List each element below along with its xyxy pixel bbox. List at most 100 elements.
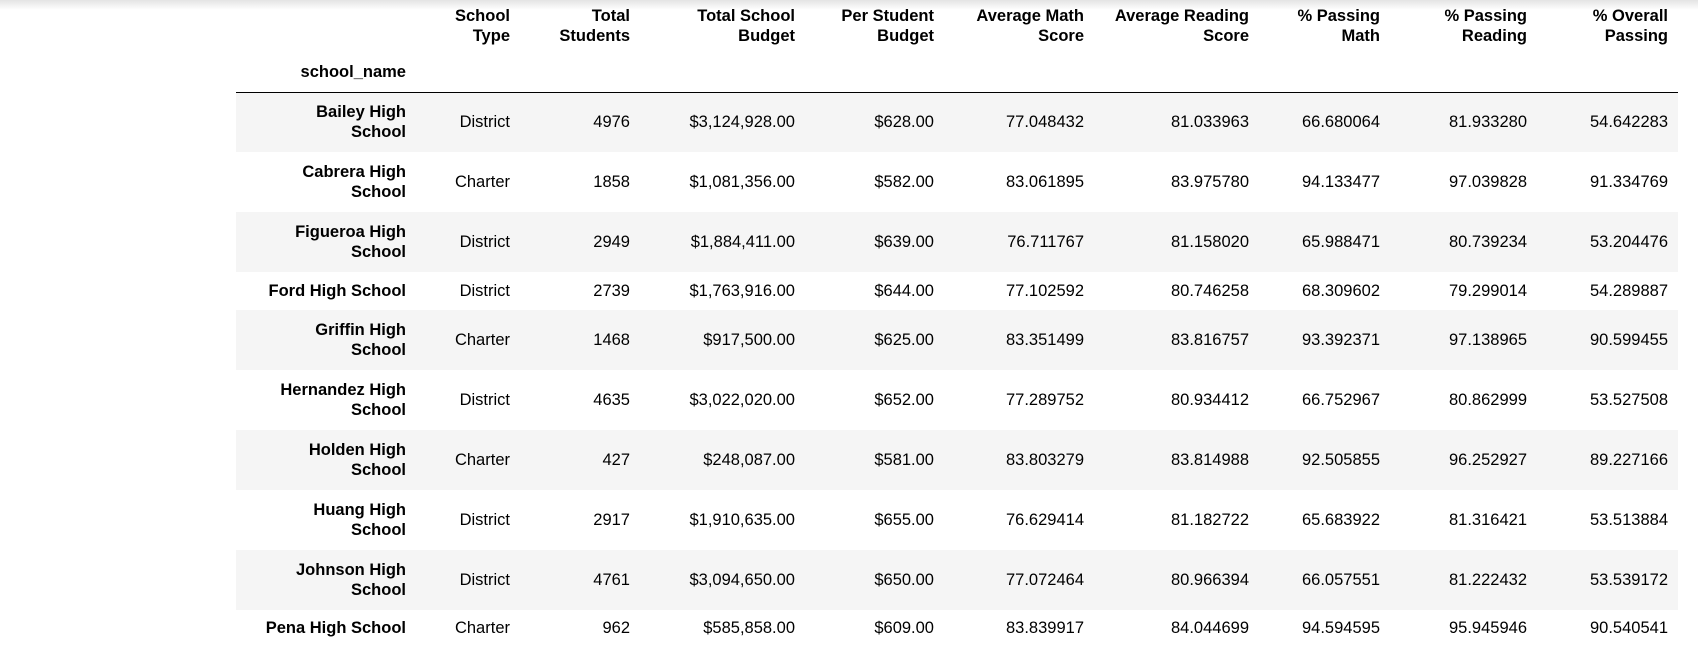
table-cell: 90.599455 (1590, 331, 1668, 349)
column-header: Total School Budget (697, 7, 795, 45)
table-cell: $650.00 (874, 571, 934, 589)
table-cell: Charter (454, 451, 510, 469)
table-cell: District (459, 233, 510, 251)
table-cell: 97.039828 (1449, 173, 1527, 191)
table-cell: 91.334769 (1590, 173, 1668, 191)
table-cell: 77.072464 (1006, 571, 1084, 589)
table-cell: 66.752967 (1302, 391, 1380, 409)
table-cell: District (459, 511, 510, 529)
table-row: Figueroa High School District 2949 $1,884… (236, 212, 1678, 272)
table-cell: 80.966394 (1171, 571, 1249, 589)
row-index-label: Pena High School (265, 619, 406, 637)
table-cell: 53.539172 (1590, 571, 1668, 589)
table-cell: District (459, 391, 510, 409)
table-cell: 83.839917 (1006, 619, 1084, 637)
table-row: Holden High School Charter 427 $248,087.0… (236, 430, 1678, 490)
table-cell: 962 (602, 619, 630, 637)
table-cell: $582.00 (874, 173, 934, 191)
table-cell: 4635 (593, 391, 630, 409)
table-cell: 81.158020 (1171, 233, 1249, 251)
table-cell: $628.00 (874, 113, 934, 132)
table-cell: $3,094,650.00 (689, 571, 795, 589)
table-cell: 80.934412 (1171, 391, 1249, 409)
column-header: % Overall Passing (1592, 7, 1668, 45)
table-cell: Charter (454, 173, 510, 191)
table-cell: 81.033963 (1171, 113, 1249, 132)
row-index-label: Bailey High School (316, 103, 406, 142)
table-cell: 81.316421 (1449, 511, 1527, 529)
table-row: Huang High School District 2917 $1,910,63… (236, 490, 1678, 550)
table-cell: 97.138965 (1449, 331, 1527, 349)
table-cell: 83.803279 (1006, 451, 1084, 469)
table-cell: 76.629414 (1006, 511, 1084, 529)
table-cell: 81.182722 (1171, 511, 1249, 529)
table-cell: 77.102592 (1006, 282, 1084, 300)
table-cell: 94.133477 (1302, 173, 1380, 191)
table-cell: 83.816757 (1171, 331, 1249, 349)
column-header: Per Student Budget (841, 7, 934, 45)
table-cell: 93.392371 (1302, 331, 1380, 349)
table-cell: 80.862999 (1449, 391, 1527, 409)
table-cell: 68.309602 (1302, 282, 1380, 300)
table-cell: $248,087.00 (703, 451, 795, 469)
table-row: Pena High School Charter 962 $585,858.00… (236, 610, 1678, 646)
table-cell: $917,500.00 (703, 331, 795, 349)
table-cell: District (459, 282, 510, 300)
table-cell: 77.048432 (1006, 113, 1084, 132)
table-cell: 92.505855 (1302, 451, 1380, 469)
table-cell: 83.975780 (1171, 173, 1249, 191)
table-cell: 2949 (593, 233, 630, 251)
table-cell: $3,022,020.00 (689, 391, 795, 409)
table-cell: 4976 (593, 113, 630, 132)
table-row: Cabrera High School Charter 1858 $1,081,3… (236, 152, 1678, 212)
index-name-header: school_name (300, 63, 406, 81)
row-index-label: Huang High School (313, 501, 406, 539)
table-cell: 4761 (593, 571, 630, 589)
table-cell: 65.683922 (1302, 511, 1380, 529)
dataframe-output: School Type Total Students Total School Bud… (236, 0, 1678, 646)
table-cell: $1,081,356.00 (689, 173, 795, 191)
table-cell: 427 (602, 451, 630, 469)
table-cell: 1468 (593, 331, 630, 349)
table-cell: 89.227166 (1590, 451, 1668, 469)
table-cell: $3,124,928.00 (689, 113, 795, 132)
table-cell: $609.00 (874, 619, 934, 637)
table-cell: 2917 (593, 511, 630, 529)
table-cell: 54.289887 (1590, 282, 1668, 300)
table-cell: $644.00 (874, 282, 934, 300)
table-cell: 79.299014 (1449, 282, 1527, 300)
table-cell: 65.988471 (1302, 233, 1380, 251)
table-cell: 54.642283 (1590, 113, 1668, 132)
table-cell: $639.00 (874, 233, 934, 251)
table-cell: 83.814988 (1171, 451, 1249, 469)
column-header: Average Math Score (976, 7, 1084, 45)
output-scroll-shadow (0, 0, 1698, 10)
table-cell: 90.540541 (1590, 619, 1668, 637)
table-cell: 66.057551 (1302, 571, 1380, 589)
table-cell: $625.00 (874, 331, 934, 349)
school-summary-table: School Type Total Students Total School Bud… (236, 0, 1678, 646)
table-cell: Charter (454, 619, 510, 637)
column-header-row: School Type Total Students Total School Bud… (236, 0, 1678, 48)
table-cell: $585,858.00 (703, 619, 795, 637)
row-index-label: Figueroa High School (295, 223, 406, 261)
table-cell: 80.739234 (1449, 233, 1527, 251)
table-cell: $1,763,916.00 (689, 282, 795, 300)
table-cell: 94.594595 (1302, 619, 1380, 637)
table-cell: $1,910,635.00 (689, 511, 795, 529)
column-header: Average Reading Score (1114, 7, 1249, 45)
table-cell: 53.204476 (1590, 233, 1668, 251)
table-cell: 77.289752 (1006, 391, 1084, 409)
table-row: Johnson High School District 4761 $3,094,… (236, 550, 1678, 610)
table-cell: $655.00 (874, 511, 934, 529)
table-cell: 66.680064 (1302, 113, 1380, 132)
column-header: % Passing Reading (1444, 7, 1527, 45)
table-row: Griffin High School Charter 1468 $917,500… (236, 310, 1678, 370)
table-cell: 53.513884 (1590, 511, 1668, 529)
row-index-label: Griffin High School (315, 321, 406, 359)
row-index-label: Johnson High School (296, 561, 406, 599)
table-cell: 2739 (593, 282, 630, 300)
table-cell: $652.00 (874, 391, 934, 409)
table-cell: District (459, 571, 510, 589)
table-cell: Charter (454, 331, 510, 349)
